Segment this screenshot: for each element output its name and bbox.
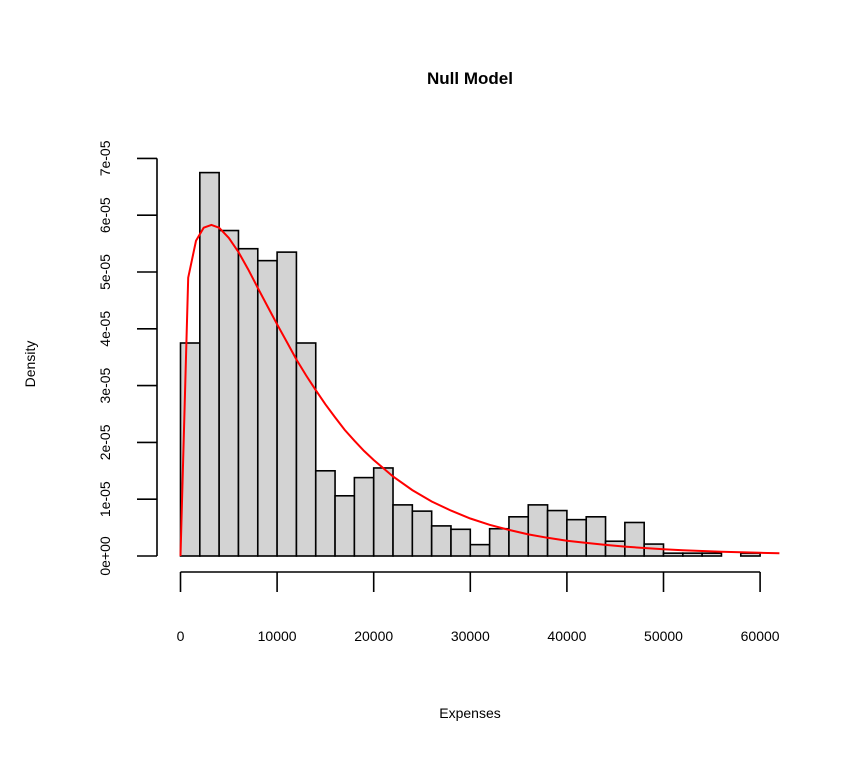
histogram-bar xyxy=(488,527,510,557)
x-tick-label: 40000 xyxy=(547,628,586,644)
histogram-bar xyxy=(353,476,375,557)
histogram-bar xyxy=(469,543,491,557)
histogram-bar xyxy=(682,552,703,557)
histogram-bar xyxy=(276,251,298,557)
y-tick-label: 6e-05 xyxy=(97,197,113,233)
x-tick-label: 20000 xyxy=(354,628,393,644)
x-tick-label: 10000 xyxy=(258,628,297,644)
y-tick-label: 4e-05 xyxy=(97,311,113,347)
histogram-bar xyxy=(566,518,588,557)
histogram-bar xyxy=(295,342,317,557)
histogram-bar xyxy=(624,521,645,557)
histogram-bar xyxy=(701,552,723,557)
histogram-bar xyxy=(411,510,433,557)
histogram-bar xyxy=(392,504,414,557)
x-axis-label: Expenses xyxy=(439,705,500,721)
histogram-bar xyxy=(585,516,607,557)
histogram-bar xyxy=(237,247,259,557)
y-tick-label: 7e-05 xyxy=(97,140,113,176)
y-tick-label: 0e+00 xyxy=(97,536,113,576)
y-tick-label: 2e-05 xyxy=(97,424,113,460)
histogram-bar xyxy=(450,528,472,557)
density-curve xyxy=(179,223,780,557)
histogram-bar xyxy=(604,540,626,557)
x-tick-label: 60000 xyxy=(741,628,780,644)
histogram-bar xyxy=(643,543,665,557)
y-tick-label: 5e-05 xyxy=(97,254,113,290)
histogram-bar xyxy=(372,467,394,557)
histogram-bar xyxy=(662,552,684,557)
histogram-bar xyxy=(508,516,530,557)
y-axis: 0e+00 1e-05 2e-05 3e-05 4e-05 5e-05 6e-05 7e-05 xyxy=(97,140,158,576)
histogram-bars xyxy=(179,171,761,557)
histogram-bar xyxy=(314,469,336,557)
histogram-bar xyxy=(527,504,549,557)
x-axis: 0 10000 20000 30000 40000 50000 60000 xyxy=(177,571,780,644)
histogram-bar xyxy=(334,494,356,557)
x-tick-label: 50000 xyxy=(644,628,683,644)
histogram-bar xyxy=(218,229,240,557)
x-tick-label: 0 xyxy=(177,628,185,644)
y-axis-label: Density xyxy=(22,341,38,388)
chart-title: Null Model xyxy=(427,69,513,88)
y-tick-label: 1e-05 xyxy=(97,481,113,517)
histogram-bar xyxy=(546,509,568,557)
x-tick-label: 30000 xyxy=(451,628,490,644)
histogram-bar xyxy=(430,525,452,557)
y-tick-label: 3e-05 xyxy=(97,367,113,403)
